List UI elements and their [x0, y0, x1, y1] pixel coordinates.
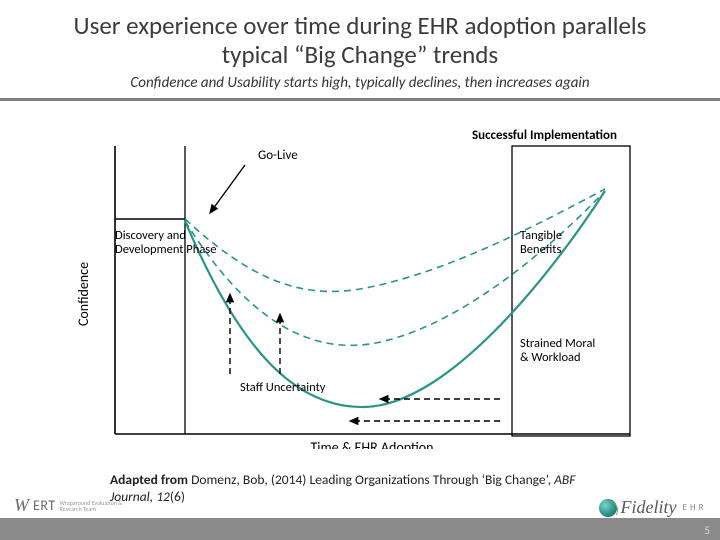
slide: User experience over time during EHR ado… [0, 0, 720, 540]
citation-body: Domenz, Bob, (2014) Leading Organization… [188, 471, 554, 488]
x-axis-label: Time & EHR Adoption [310, 439, 433, 449]
wert-logo-w: W [14, 495, 29, 516]
label-successful-impl: Successful Implementation [472, 128, 617, 143]
confidence-chart: Confidence Time & EHR Adoption Go-Live D… [40, 109, 680, 449]
wert-logo-sub: Wraparound Evaluation &Research Team [60, 500, 123, 512]
page-number: 5 [704, 524, 710, 537]
fidelity-logo-text: Fidelity [621, 497, 677, 518]
curve-mid-dashed [185, 191, 605, 345]
label-discovery: Discovery and Development Phase [115, 228, 216, 257]
label-strained: Strained Moral & Workload [520, 336, 598, 365]
go-live-pointer [210, 165, 245, 213]
citation-tail: (6) [170, 488, 185, 505]
label-staff-uncertainty: Staff Uncertainty [240, 380, 326, 395]
footer-bar: 5 [0, 518, 720, 540]
wert-logo-ert: ERT [33, 497, 56, 514]
citation-lead: Adapted from [110, 471, 188, 488]
fidelity-logo-suffix: E H R [683, 502, 704, 513]
wert-logo: W ERT Wraparound Evaluation &Research Te… [14, 495, 122, 516]
globe-icon [599, 499, 617, 517]
y-axis-label: Confidence [75, 261, 92, 325]
citation: Adapted from Domenz, Bob, (2014) Leading… [110, 472, 610, 506]
slide-subtitle: Confidence and Usability starts high, ty… [0, 74, 720, 101]
label-tangible: Tangible Benefits [520, 228, 565, 257]
fidelity-logo: Fidelity E H R [599, 497, 704, 518]
label-go-live: Go-Live [258, 148, 298, 163]
slide-title: User experience over time during EHR ado… [0, 0, 720, 74]
right-region-box [512, 146, 630, 436]
